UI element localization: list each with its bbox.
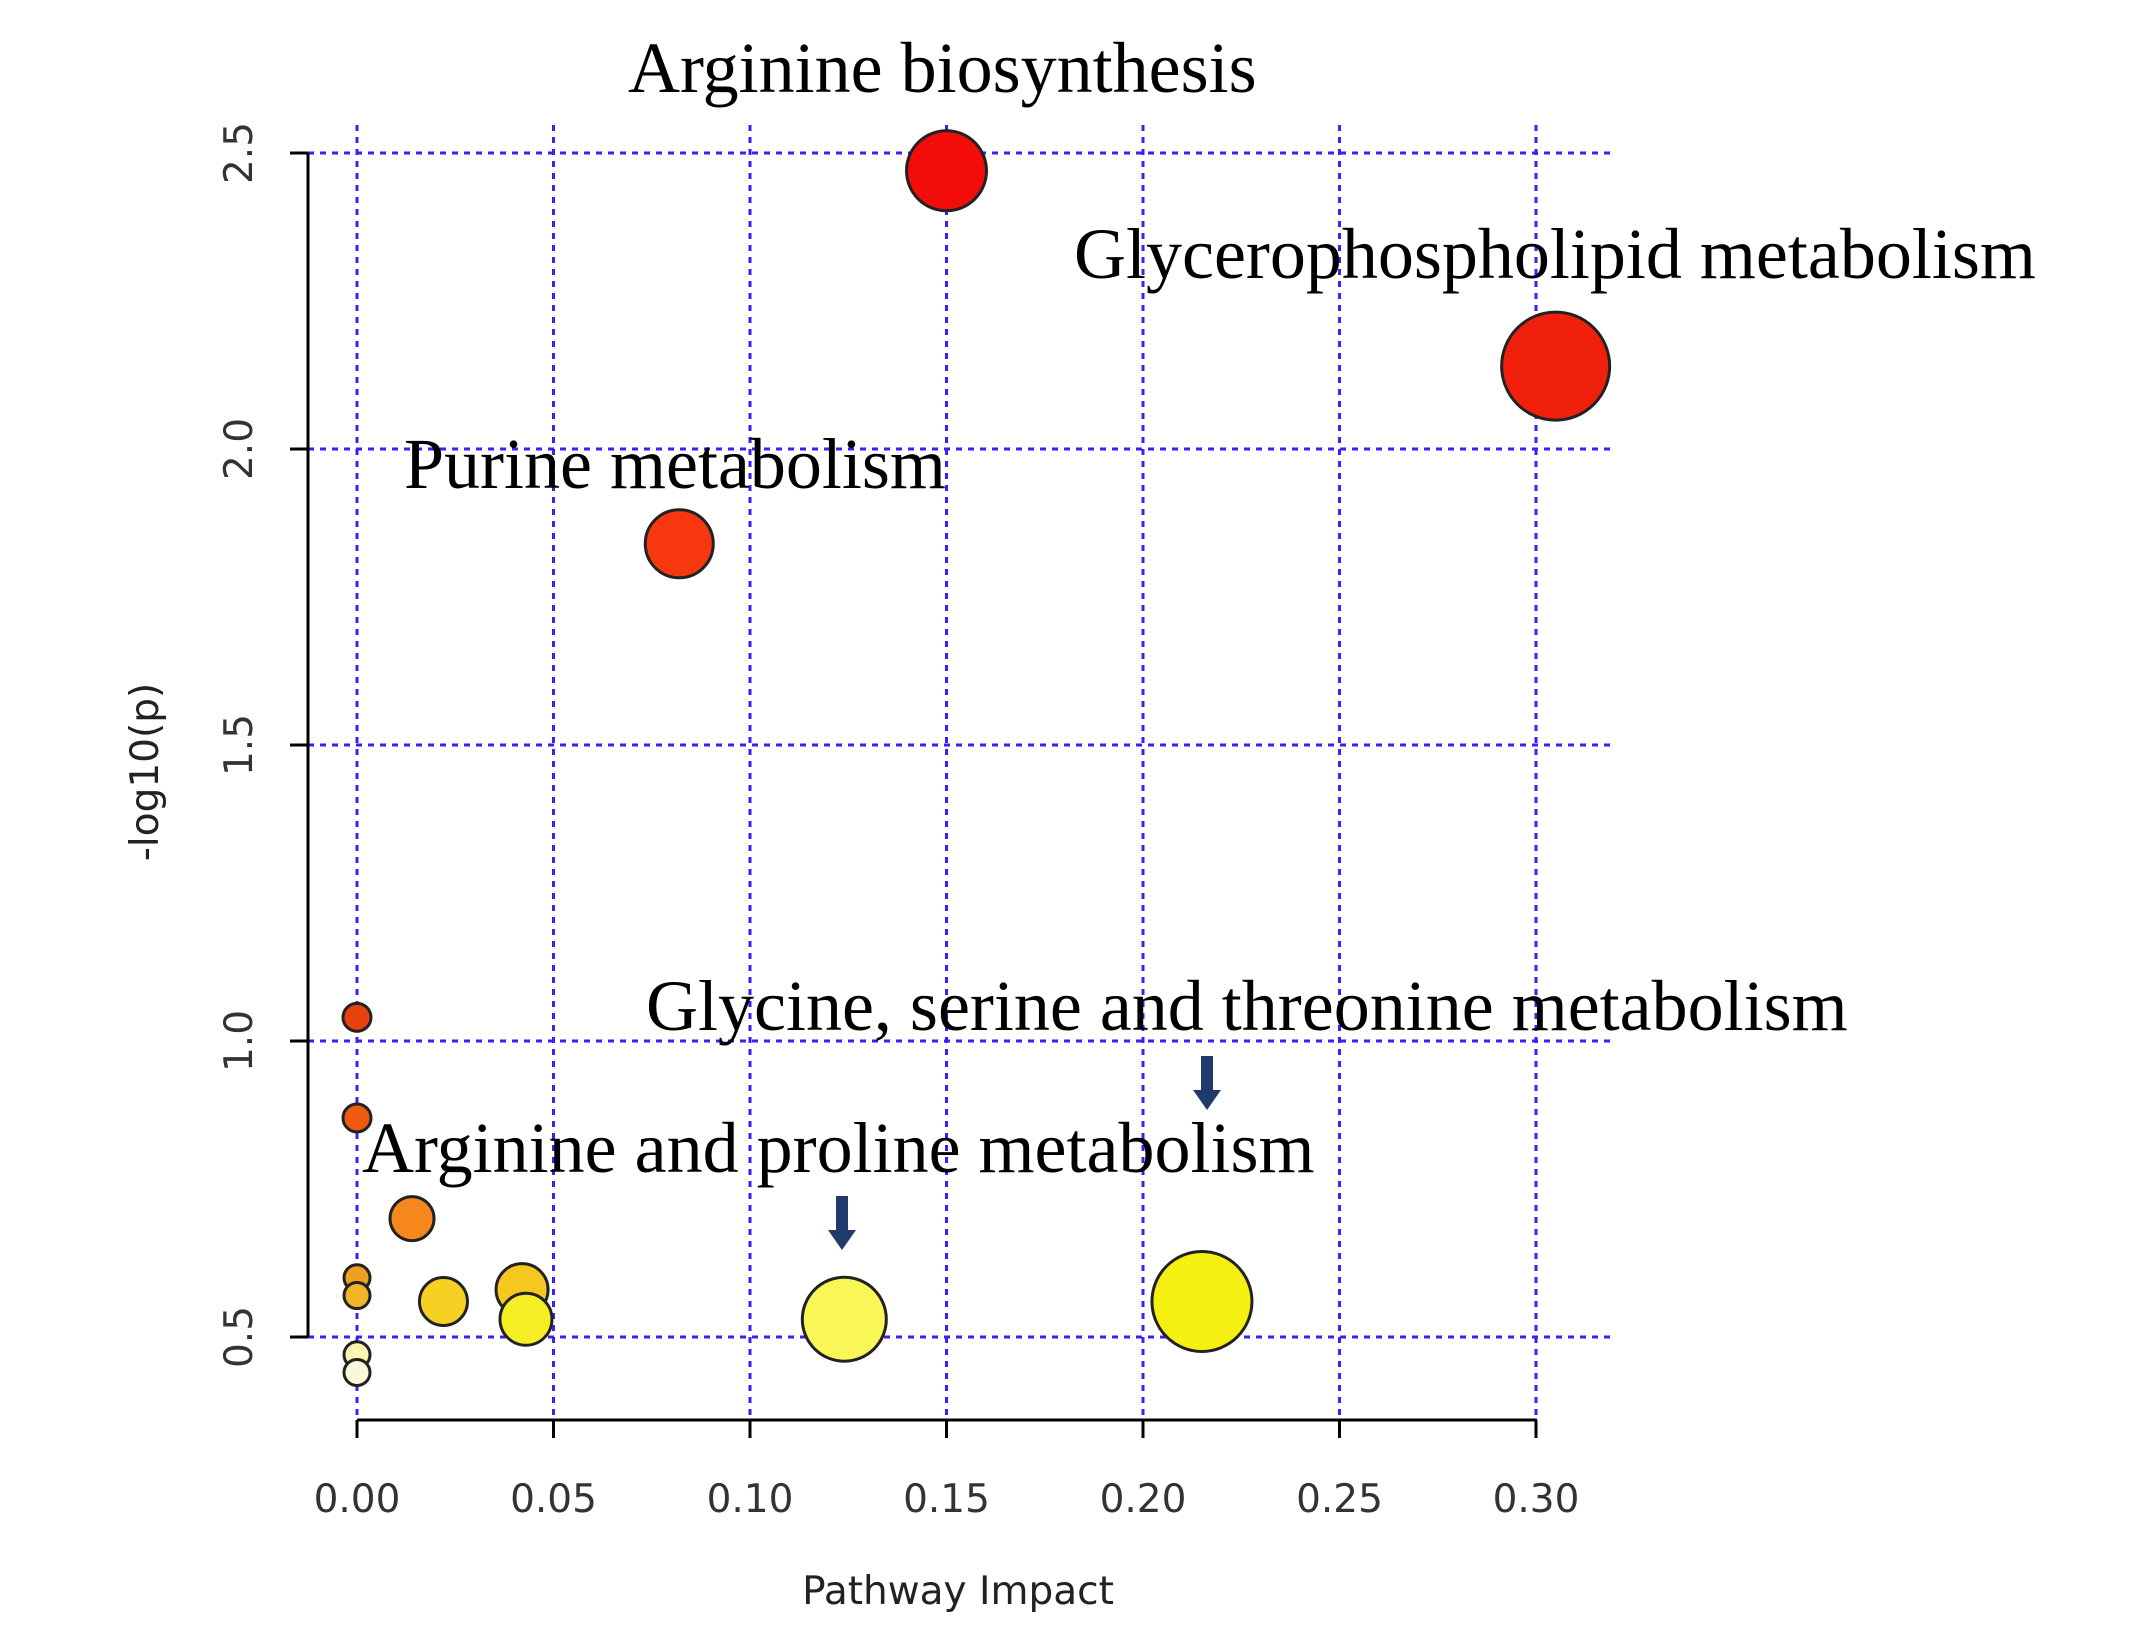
annotation-arginine-proline: Arginine and proline metabolism	[362, 1108, 1315, 1188]
bubble-point	[905, 129, 988, 213]
bubbles	[341, 129, 1612, 1388]
bubble-point	[643, 508, 715, 580]
arrow-arginine-proline-icon	[828, 1196, 856, 1250]
bubble-point	[800, 1275, 888, 1363]
x-tick-label: 0.00	[314, 1477, 401, 1522]
x-axis-title: Pathway Impact	[802, 1569, 1114, 1614]
y-axis-title: -log10(p)	[123, 683, 168, 861]
annotation-purine: Purine metabolism	[404, 424, 946, 504]
bubble-point	[342, 1358, 372, 1388]
grid	[308, 125, 1610, 1420]
bubble-point	[341, 1102, 373, 1134]
bubble-point	[342, 1281, 372, 1311]
bubble-point	[1150, 1249, 1254, 1353]
x-tick-label: 0.20	[1100, 1477, 1187, 1522]
y-tick-label: 2.5	[217, 122, 262, 184]
y-tick-label: 0.5	[217, 1306, 262, 1368]
bubble-point	[341, 1001, 373, 1033]
annotation-glycerophospholipid: Glycerophospholipid metabolism	[1074, 214, 2036, 294]
bubble-point	[498, 1291, 554, 1347]
arrow-glycine-icon	[1193, 1056, 1221, 1110]
x-tick-label: 0.15	[903, 1477, 990, 1522]
x-tick-label: 0.30	[1493, 1477, 1580, 1522]
annotation-glycine-serine-threonine: Glycine, serine and threonine metabolism	[646, 966, 1848, 1046]
ticks: 0.00 0.05 0.10 0.15 0.20 0.25 0.30 0.5 1.0 1.5 2.0…	[217, 122, 1579, 1522]
y-tick-label: 1.0	[217, 1010, 262, 1072]
annotation-arginine-biosynthesis: Arginine biosynthesis	[628, 28, 1257, 108]
x-tick-label: 0.25	[1296, 1477, 1383, 1522]
x-tick-label: 0.05	[510, 1477, 597, 1522]
y-tick-label: 2.0	[217, 418, 262, 480]
bubble-point	[417, 1275, 469, 1327]
y-tick-label: 1.5	[217, 714, 262, 776]
arrows	[828, 1056, 1221, 1250]
axes	[306, 153, 1537, 1422]
x-tick-label: 0.10	[707, 1477, 794, 1522]
bubble-point	[1500, 310, 1612, 422]
bubble-point	[388, 1195, 436, 1243]
